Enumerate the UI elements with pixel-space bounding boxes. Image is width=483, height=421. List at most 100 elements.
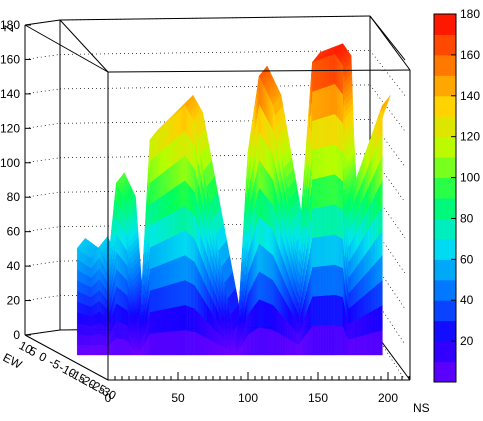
surface-patch [318, 58, 321, 90]
surface-patch [375, 212, 378, 241]
z-tick-label: 180 [0, 18, 20, 32]
color-palette: 20 40 60 80 100 120 140 160 180 [433, 7, 480, 383]
surface-patch [157, 287, 161, 311]
ns-tick-label: 50 [171, 391, 185, 405]
box-front-edge [59, 19, 109, 73]
surface-patch [320, 147, 323, 178]
surface-patch [285, 319, 288, 339]
box-front-edge [107, 69, 411, 73]
surface-patch [154, 198, 158, 224]
surface-patch [177, 330, 181, 356]
z-tick-label: 120 [0, 121, 20, 135]
surface-patch [325, 86, 327, 118]
surface-patch [315, 295, 318, 326]
surface-patch [325, 235, 327, 266]
surface-patch [328, 175, 331, 206]
surface-patch [333, 294, 335, 326]
box-front-edge [24, 24, 109, 73]
z-tick-label: 80 [7, 190, 21, 204]
surface-patch [317, 148, 319, 179]
surface-patch [325, 205, 327, 237]
surface-patch [174, 136, 178, 164]
surface-patch [379, 254, 383, 283]
palette-tick-label: 140 [460, 89, 480, 103]
surface-patch [320, 176, 323, 208]
surface-patch [174, 257, 178, 284]
surface-patch [312, 296, 315, 326]
surface-patch [172, 162, 176, 190]
surface-patch [329, 234, 332, 266]
surface-patch [317, 118, 319, 150]
palette-band [434, 116, 456, 138]
surface-patch [182, 279, 186, 306]
surface-patch [372, 285, 376, 311]
surface-patch [367, 268, 371, 293]
grid-line-right-wall [369, 84, 406, 132]
surface-patch [318, 147, 321, 179]
surface-patch [169, 212, 173, 238]
z-tick-label: 40 [7, 259, 21, 273]
surface-patch [174, 306, 178, 332]
surface-patch [353, 284, 357, 305]
palette-band [434, 341, 456, 363]
surface-patch [152, 222, 156, 247]
surface-patch [328, 204, 331, 236]
surface-patch [172, 330, 176, 356]
palette-band [434, 198, 456, 219]
grid-line-left-wall [24, 191, 61, 198]
surface-patch [320, 265, 323, 297]
surface-patch [312, 149, 315, 180]
surface-patch [162, 170, 166, 197]
surface-patch [164, 284, 168, 310]
surface-patch [372, 331, 376, 356]
surface-patch [333, 324, 335, 356]
surface-patch [331, 84, 334, 116]
plot-box-front-edges [24, 15, 411, 381]
surface-patch [331, 294, 334, 326]
surface-patch [355, 299, 359, 321]
surface-patch [379, 229, 383, 259]
surface-patch [363, 293, 366, 317]
surface-patch [321, 146, 324, 178]
surface-patch [152, 156, 156, 182]
palette-band [434, 34, 456, 56]
surface-patch [370, 220, 373, 248]
surface-patch [182, 254, 186, 282]
surface-patch [358, 335, 361, 356]
box-edge [59, 15, 371, 21]
surface-patch [333, 173, 335, 205]
surface-patch [179, 280, 183, 307]
surface-patch [317, 295, 319, 326]
surface-patch [182, 179, 186, 207]
surface-patch [313, 148, 316, 180]
surface-patch [194, 331, 199, 356]
surface-patch [370, 287, 373, 313]
surface-patch [312, 61, 315, 92]
surface-patch [164, 145, 168, 172]
surface-patch [353, 301, 357, 322]
surface-patch [289, 339, 292, 356]
surface-patch [375, 236, 378, 264]
surface-patch [154, 332, 158, 356]
surface-patch [179, 206, 183, 233]
surface-patch [197, 333, 202, 356]
surface-patch [329, 204, 332, 236]
surface-patch [326, 324, 329, 356]
surface-patch [358, 259, 361, 283]
surface-patch [149, 333, 153, 356]
surface-patch [323, 86, 326, 118]
surface-patch [360, 256, 364, 280]
surface-patch [331, 144, 334, 176]
palette-tick-label: 120 [460, 130, 480, 144]
surface-patch [157, 129, 161, 156]
surface-patch [326, 145, 329, 177]
surface-patch [157, 197, 161, 222]
surface-patch [326, 115, 329, 147]
surface-patch [274, 282, 277, 310]
surface-patch [169, 188, 173, 215]
surface-patch [162, 262, 166, 287]
surface-patch [177, 158, 181, 186]
z-axis-label: Z [2, 25, 16, 32]
